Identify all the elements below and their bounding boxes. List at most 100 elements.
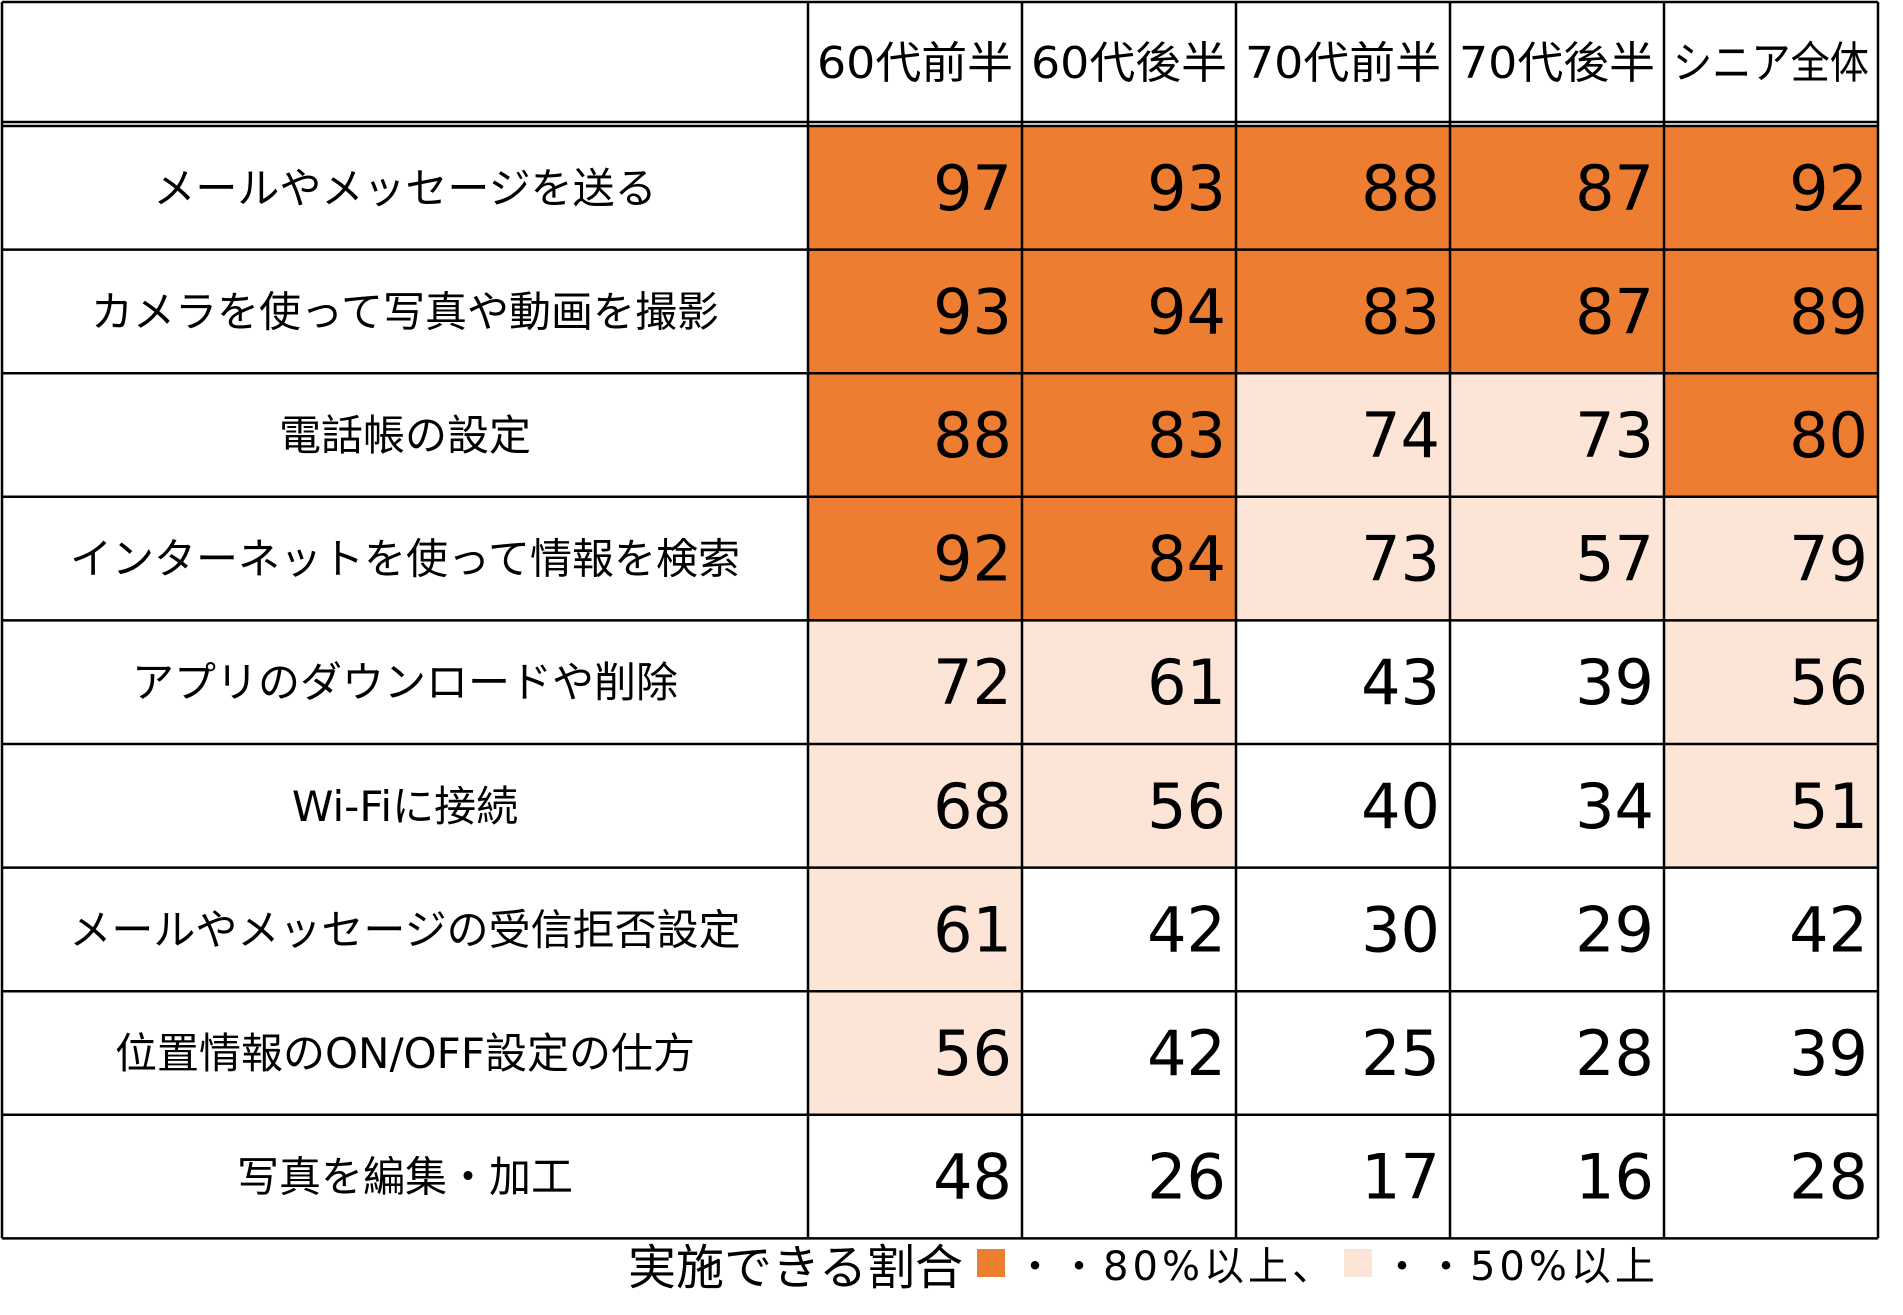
cell-value: 92	[933, 523, 1012, 596]
cell-value: 92	[1789, 152, 1868, 225]
cell-0-0	[808, 126, 1022, 250]
cell-value: 57	[1575, 523, 1654, 596]
cell-value: 93	[1147, 152, 1226, 225]
cell-value: 56	[1147, 770, 1226, 843]
cell-value: 29	[1575, 893, 1654, 966]
row-label: 位置情報のON/OFF設定の仕方	[115, 1029, 695, 1078]
cell-7-4	[1664, 991, 1878, 1115]
cell-1-4	[1664, 249, 1878, 374]
cell-value: 84	[1147, 523, 1226, 596]
cell-1-0	[808, 249, 1022, 374]
cell-value: 74	[1361, 399, 1440, 472]
cell-2-1	[1022, 373, 1236, 497]
column-header: 60代前半	[817, 38, 1013, 89]
cell-4-0	[808, 620, 1022, 744]
cell-5-3	[1450, 744, 1664, 868]
cell-value: 51	[1789, 770, 1868, 843]
cell-2-3	[1450, 373, 1664, 497]
cell-6-1	[1022, 867, 1236, 992]
cell-4-4	[1664, 620, 1878, 744]
cell-value: 43	[1361, 646, 1440, 719]
cell-value: 56	[1789, 646, 1868, 719]
cell-value: 73	[1575, 399, 1654, 472]
column-header: 60代後半	[1031, 38, 1227, 89]
cell-value: 39	[1789, 1017, 1868, 1090]
cell-3-2	[1236, 496, 1450, 621]
cell-value: 28	[1789, 1141, 1868, 1214]
row-label: インターネットを使って情報を検索	[70, 535, 740, 584]
cell-2-2	[1236, 373, 1450, 497]
cell-4-3	[1450, 620, 1664, 744]
cell-value: 40	[1361, 770, 1440, 843]
column-header: シニア全体	[1673, 38, 1869, 89]
cell-value: 30	[1361, 893, 1440, 966]
cell-7-0	[808, 991, 1022, 1115]
cell-value: 97	[933, 152, 1012, 225]
legend: 実施できる割合 ・・80%以上、 ・・50%以上	[628, 1228, 1659, 1298]
cell-value: 72	[933, 646, 1012, 719]
cell-value: 80	[1789, 399, 1868, 472]
legend-swatch-high	[977, 1249, 1006, 1277]
cell-3-4	[1664, 496, 1878, 621]
cell-value: 16	[1575, 1141, 1654, 1214]
legend-swatch-mid	[1343, 1249, 1372, 1277]
cell-value: 79	[1789, 523, 1868, 596]
cell-value: 68	[933, 770, 1012, 843]
cell-6-0	[808, 867, 1022, 992]
cell-0-4	[1664, 126, 1878, 250]
cell-6-4	[1664, 867, 1878, 992]
cell-5-1	[1022, 744, 1236, 868]
cell-value: 73	[1361, 523, 1440, 596]
cell-1-3	[1450, 249, 1664, 374]
cell-value: 61	[933, 893, 1012, 966]
cell-value: 48	[933, 1141, 1012, 1214]
row-label: カメラを使って写真や動画を撮影	[91, 287, 719, 336]
cell-3-1	[1022, 496, 1236, 621]
cell-8-1	[1022, 1114, 1236, 1239]
cell-7-1	[1022, 991, 1236, 1115]
cell-value: 26	[1147, 1141, 1226, 1214]
cell-4-1	[1022, 620, 1236, 744]
legend-title: 実施できる割合	[628, 1240, 964, 1296]
cell-value: 88	[1361, 152, 1440, 225]
cell-0-3	[1450, 126, 1664, 250]
cell-6-2	[1236, 867, 1450, 992]
cell-7-2	[1236, 991, 1450, 1115]
cell-value: 56	[933, 1017, 1012, 1090]
cell-4-2	[1236, 620, 1450, 744]
legend-label-mid: ・・50%以上	[1381, 1244, 1659, 1290]
row-label: メールやメッセージを送る	[153, 164, 656, 213]
cell-8-3	[1450, 1114, 1664, 1239]
cell-value: 87	[1575, 275, 1654, 348]
legend-label-high: ・・80%以上、	[1015, 1244, 1336, 1290]
cell-value: 28	[1575, 1017, 1654, 1090]
column-header: 70代後半	[1459, 38, 1655, 89]
cell-value: 17	[1361, 1141, 1440, 1214]
cell-5-0	[808, 744, 1022, 868]
cell-value: 34	[1575, 770, 1654, 843]
cell-value: 42	[1147, 893, 1226, 966]
cell-value: 42	[1147, 1017, 1226, 1090]
cell-value: 88	[933, 399, 1012, 472]
cell-3-3	[1450, 496, 1664, 621]
cell-value: 93	[933, 275, 1012, 348]
cell-value: 83	[1361, 275, 1440, 348]
column-header: 70代前半	[1245, 38, 1441, 89]
cell-8-0	[808, 1114, 1022, 1239]
row-label: アプリのダウンロードや削除	[132, 658, 678, 707]
cell-1-2	[1236, 249, 1450, 374]
cell-value: 39	[1575, 646, 1654, 719]
cell-value: 42	[1789, 893, 1868, 966]
cell-value: 83	[1147, 399, 1226, 472]
row-label: メールやメッセージの受信拒否設定	[69, 905, 740, 954]
cell-8-2	[1236, 1114, 1450, 1239]
cell-5-2	[1236, 744, 1450, 868]
row-label: 電話帳の設定	[279, 411, 531, 460]
cell-value: 61	[1147, 646, 1226, 719]
cell-0-2	[1236, 126, 1450, 250]
cell-value: 94	[1147, 275, 1226, 348]
cell-8-4	[1664, 1114, 1878, 1239]
cell-3-0	[808, 496, 1022, 621]
cell-0-1	[1022, 126, 1236, 250]
